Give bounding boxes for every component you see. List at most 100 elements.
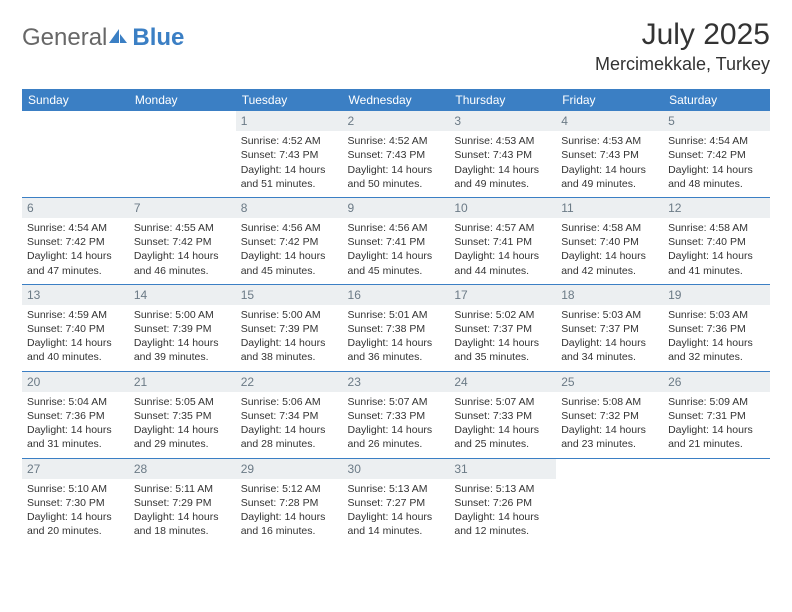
cell-content: Sunrise: 5:12 AMSunset: 7:28 PMDaylight:…	[240, 482, 339, 539]
cell-line: Daylight: 14 hours and 40 minutes.	[27, 336, 124, 364]
location: Mercimekkale, Turkey	[595, 54, 770, 75]
cell-content: Sunrise: 5:13 AMSunset: 7:26 PMDaylight:…	[453, 482, 552, 539]
cell-line: Daylight: 14 hours and 42 minutes.	[561, 249, 658, 277]
logo: General Blue	[22, 18, 184, 52]
calendar-cell: 13Sunrise: 4:59 AMSunset: 7:40 PMDayligh…	[22, 284, 129, 371]
cell-line: Sunset: 7:35 PM	[134, 409, 231, 423]
cell-line: Daylight: 14 hours and 39 minutes.	[134, 336, 231, 364]
day-number: 6	[22, 198, 129, 218]
cell-line: Daylight: 14 hours and 46 minutes.	[134, 249, 231, 277]
cell-line: Daylight: 14 hours and 38 minutes.	[241, 336, 338, 364]
cell-content: Sunrise: 5:05 AMSunset: 7:35 PMDaylight:…	[133, 395, 232, 452]
day-number: 15	[236, 285, 343, 305]
day-number: 26	[663, 372, 770, 392]
day-number: 29	[236, 459, 343, 479]
calendar-cell: 16Sunrise: 5:01 AMSunset: 7:38 PMDayligh…	[343, 284, 450, 371]
calendar-cell: .	[22, 111, 129, 197]
cell-line: Daylight: 14 hours and 35 minutes.	[454, 336, 551, 364]
title-block: July 2025 Mercimekkale, Turkey	[595, 18, 770, 75]
cell-content: Sunrise: 5:00 AMSunset: 7:39 PMDaylight:…	[240, 308, 339, 365]
cell-content: Sunrise: 5:08 AMSunset: 7:32 PMDaylight:…	[560, 395, 659, 452]
cell-content: Sunrise: 4:52 AMSunset: 7:43 PMDaylight:…	[347, 134, 446, 191]
calendar-cell: 5Sunrise: 4:54 AMSunset: 7:42 PMDaylight…	[663, 111, 770, 197]
cell-line: Daylight: 14 hours and 51 minutes.	[241, 163, 338, 191]
day-number: 2	[343, 111, 450, 131]
cell-line: Sunrise: 5:06 AM	[241, 395, 338, 409]
cell-content: Sunrise: 4:58 AMSunset: 7:40 PMDaylight:…	[667, 221, 766, 278]
calendar-cell: 4Sunrise: 4:53 AMSunset: 7:43 PMDaylight…	[556, 111, 663, 197]
cell-content: Sunrise: 5:09 AMSunset: 7:31 PMDaylight:…	[667, 395, 766, 452]
calendar-cell: 21Sunrise: 5:05 AMSunset: 7:35 PMDayligh…	[129, 371, 236, 458]
logo-sail-icon	[107, 26, 129, 51]
calendar-cell: 29 Sunrise: 5:12 AMSunset: 7:28 PMDayligh…	[236, 458, 343, 544]
calendar-cell: 2 Sunrise: 4:52 AMSunset: 7:43 PMDaylight…	[343, 111, 450, 197]
calendar-cell: 9Sunrise: 4:56 AMSunset: 7:41 PMDaylight…	[343, 197, 450, 284]
cell-content: Sunrise: 5:13 AMSunset: 7:27 PMDaylight:…	[347, 482, 446, 539]
cell-line: Daylight: 14 hours and 44 minutes.	[454, 249, 551, 277]
cell-line: Sunset: 7:30 PM	[27, 496, 124, 510]
calendar-cell: 23Sunrise: 5:07 AMSunset: 7:33 PMDayligh…	[343, 371, 450, 458]
day-number: 1	[236, 111, 343, 131]
cell-line: Sunrise: 4:59 AM	[27, 308, 124, 322]
cell-line: Sunrise: 5:13 AM	[454, 482, 551, 496]
cell-line: Sunrise: 4:56 AM	[241, 221, 338, 235]
cell-line: Sunset: 7:41 PM	[454, 235, 551, 249]
day-number: 11	[556, 198, 663, 218]
cell-line: Sunset: 7:42 PM	[241, 235, 338, 249]
day-number: 8	[236, 198, 343, 218]
cell-line: Sunset: 7:37 PM	[454, 322, 551, 336]
calendar-cell: 28Sunrise: 5:11 AMSunset: 7:29 PMDayligh…	[129, 458, 236, 544]
calendar-cell: 22Sunrise: 5:06 AMSunset: 7:34 PMDayligh…	[236, 371, 343, 458]
day-number: 31	[449, 459, 556, 479]
cell-line: Daylight: 14 hours and 25 minutes.	[454, 423, 551, 451]
cell-line: Sunrise: 5:11 AM	[134, 482, 231, 496]
cell-line: Sunrise: 4:58 AM	[561, 221, 658, 235]
cell-content: Sunrise: 4:57 AMSunset: 7:41 PMDaylight:…	[453, 221, 552, 278]
day-number: 4	[556, 111, 663, 131]
cell-line: Sunset: 7:39 PM	[241, 322, 338, 336]
cell-line: Sunrise: 4:54 AM	[668, 134, 765, 148]
cell-content: Sunrise: 4:58 AMSunset: 7:40 PMDaylight:…	[560, 221, 659, 278]
cell-line: Sunrise: 4:53 AM	[454, 134, 551, 148]
cell-line: Sunset: 7:39 PM	[134, 322, 231, 336]
cell-line: Sunrise: 5:04 AM	[27, 395, 124, 409]
cell-line: Daylight: 14 hours and 28 minutes.	[241, 423, 338, 451]
calendar-cell: 31 Sunrise: 5:13 AMSunset: 7:26 PMDayligh…	[449, 458, 556, 544]
day-number: 7	[129, 198, 236, 218]
cell-line: Sunrise: 5:00 AM	[241, 308, 338, 322]
cell-content: Sunrise: 5:07 AMSunset: 7:33 PMDaylight:…	[453, 395, 552, 452]
cell-content: Sunrise: 4:52 AMSunset: 7:43 PMDaylight:…	[240, 134, 339, 191]
cell-line: Sunset: 7:34 PM	[241, 409, 338, 423]
calendar-table: SundayMondayTuesdayWednesdayThursdayFrid…	[22, 89, 770, 544]
calendar-cell: 19Sunrise: 5:03 AMSunset: 7:36 PMDayligh…	[663, 284, 770, 371]
cell-line: Daylight: 14 hours and 18 minutes.	[134, 510, 231, 538]
calendar-body: ..1Sunrise: 4:52 AMSunset: 7:43 PMDaylig…	[22, 111, 770, 544]
cell-line: Sunrise: 4:52 AM	[241, 134, 338, 148]
calendar-week: ..1Sunrise: 4:52 AMSunset: 7:43 PMDaylig…	[22, 111, 770, 197]
month-title: July 2025	[595, 18, 770, 52]
day-number: 5	[663, 111, 770, 131]
cell-line: Sunrise: 5:07 AM	[454, 395, 551, 409]
cell-line: Sunrise: 5:03 AM	[561, 308, 658, 322]
cell-line: Sunset: 7:42 PM	[27, 235, 124, 249]
cell-line: Daylight: 14 hours and 32 minutes.	[668, 336, 765, 364]
calendar-week: 13Sunrise: 4:59 AMSunset: 7:40 PMDayligh…	[22, 284, 770, 371]
day-number: 23	[343, 372, 450, 392]
day-number: 9	[343, 198, 450, 218]
day-header: Tuesday	[236, 89, 343, 111]
cell-content: Sunrise: 5:10 AMSunset: 7:30 PMDaylight:…	[26, 482, 125, 539]
cell-line: Sunrise: 4:52 AM	[348, 134, 445, 148]
cell-line: Sunrise: 4:53 AM	[561, 134, 658, 148]
cell-line: Daylight: 14 hours and 34 minutes.	[561, 336, 658, 364]
logo-text-blue: Blue	[132, 24, 184, 52]
calendar-cell: .	[663, 458, 770, 544]
day-number: 14	[129, 285, 236, 305]
cell-line: Daylight: 14 hours and 48 minutes.	[668, 163, 765, 191]
cell-line: Sunrise: 4:57 AM	[454, 221, 551, 235]
cell-line: Sunset: 7:26 PM	[454, 496, 551, 510]
day-number: 19	[663, 285, 770, 305]
cell-line: Sunrise: 5:08 AM	[561, 395, 658, 409]
cell-line: Sunset: 7:36 PM	[668, 322, 765, 336]
cell-line: Sunset: 7:40 PM	[668, 235, 765, 249]
cell-line: Daylight: 14 hours and 23 minutes.	[561, 423, 658, 451]
